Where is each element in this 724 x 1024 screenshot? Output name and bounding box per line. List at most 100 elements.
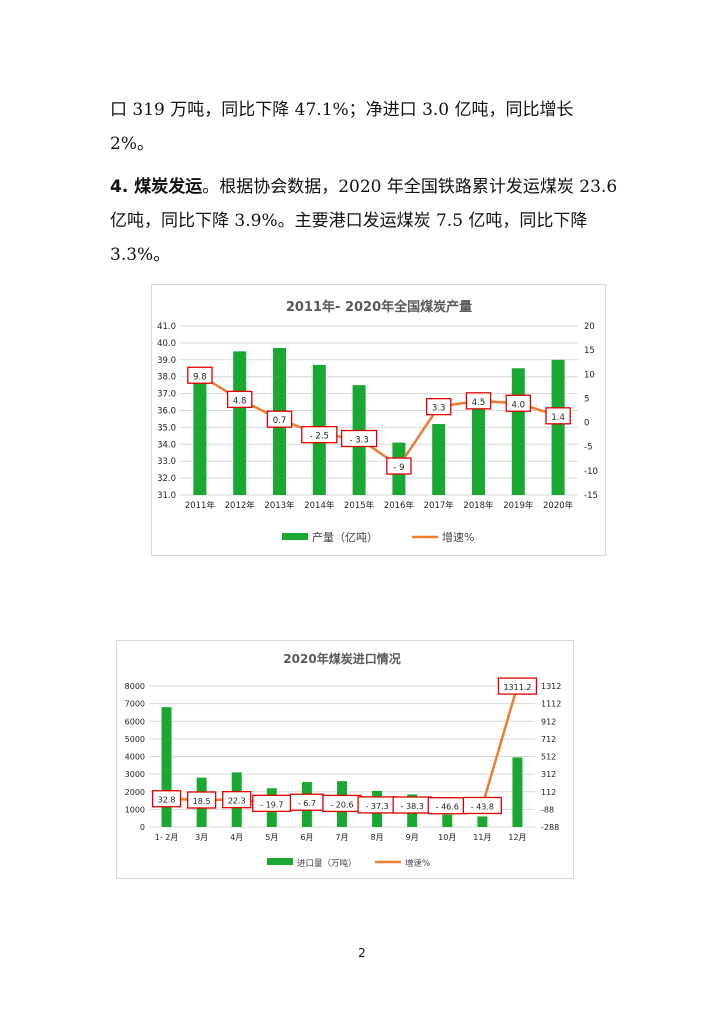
bar — [511, 368, 525, 495]
bar — [551, 359, 565, 495]
data-label: 4.8 — [233, 396, 247, 406]
bar — [512, 757, 523, 827]
y-tick-label: 38.0 — [157, 373, 176, 383]
x-tick-label: 4月 — [230, 833, 243, 842]
legend-label: 增速% — [405, 858, 430, 869]
y-tick-label: 36.0 — [157, 407, 176, 417]
page-number: 2 — [358, 946, 366, 960]
y-tick-label: 6000 — [125, 717, 145, 726]
y2-tick-label: 1312 — [541, 682, 561, 691]
y-tick-label: 35.0 — [157, 423, 176, 433]
x-tick-label: 2013年 — [264, 500, 295, 511]
x-tick-label: 7月 — [335, 833, 348, 842]
data-label: - 38.3 — [401, 802, 424, 811]
data-label-box — [465, 392, 492, 410]
y2-tick-label: 10 — [584, 370, 595, 380]
y-tick-label: 37.0 — [157, 390, 176, 400]
x-tick-label: 2015年 — [344, 500, 375, 511]
x-tick-label: 10月 — [438, 833, 456, 842]
data-label: - 9 — [393, 463, 404, 473]
x-tick-label: 2020年 — [543, 500, 574, 511]
x-tick-label: 12月 — [508, 833, 526, 842]
x-tick-label: 8月 — [371, 833, 384, 842]
data-label: - 19.7 — [260, 800, 283, 809]
y2-tick-label: -288 — [541, 823, 559, 832]
bar — [233, 351, 247, 495]
data-label: - 43.8 — [471, 802, 494, 811]
data-label: 4.0 — [512, 400, 526, 410]
x-tick-label: 2016年 — [384, 500, 415, 511]
x-tick-label: 6月 — [300, 833, 313, 842]
y-tick-label: 2000 — [125, 788, 145, 797]
x-tick-label: 2011年 — [185, 500, 216, 511]
x-tick-label: 2014年 — [304, 500, 335, 511]
y2-tick-label: 312 — [541, 770, 556, 779]
y-tick-label: 31.0 — [157, 491, 176, 501]
data-label: 4.5 — [472, 398, 486, 408]
y2-tick-label: 512 — [541, 753, 556, 762]
data-label-box — [505, 394, 532, 412]
y2-tick-label: 712 — [541, 735, 556, 744]
y2-tick-label: 0 — [584, 419, 589, 429]
data-label: 0.7 — [273, 416, 287, 426]
chart-title: 2011年- 2020年全国煤炭产量 — [286, 299, 472, 315]
data-label: 3.3 — [432, 404, 446, 414]
data-label-box — [462, 796, 503, 815]
bar — [193, 380, 207, 495]
x-tick-label: 2012年 — [225, 500, 256, 511]
bar — [477, 816, 488, 827]
x-tick-label: 2018年 — [463, 500, 494, 511]
y2-tick-label: 112 — [541, 788, 556, 797]
data-label: - 3.3 — [349, 436, 368, 446]
y2-tick-label: 1112 — [541, 700, 561, 709]
y-tick-label: 0 — [140, 823, 145, 832]
data-label-box — [545, 407, 571, 425]
x-tick-label: 5月 — [265, 833, 278, 842]
chart-title: 2020年煤炭进口情况 — [283, 651, 400, 666]
data-label: 1.4 — [551, 413, 565, 423]
y2-tick-label: -10 — [584, 467, 598, 477]
y2-tick-label: -15 — [584, 491, 598, 501]
data-label-box — [266, 410, 293, 428]
data-label: - 2.5 — [310, 432, 329, 442]
bar — [472, 396, 485, 495]
data-label-box — [186, 791, 217, 809]
y-tick-label: 34.0 — [157, 440, 176, 450]
data-label-box — [425, 397, 452, 416]
y-tick-label: 33.0 — [157, 457, 176, 467]
x-tick-label: 1- 2月 — [155, 833, 179, 842]
data-label: - 20.6 — [330, 800, 353, 809]
data-label: - 46.6 — [436, 803, 459, 812]
x-tick-label: 9月 — [406, 833, 419, 842]
bar — [161, 707, 172, 827]
y-tick-label: 41.0 — [157, 322, 176, 332]
data-label: - 37.3 — [365, 802, 388, 811]
data-label-box — [301, 425, 338, 444]
data-label: 9.8 — [193, 372, 207, 382]
data-label: 1311.2 — [503, 683, 531, 692]
data-label-box — [222, 791, 252, 809]
chart-production: 2011年- 2020年全国煤炭产量 31.0 32.0 33.0 34.0 35.0 36… — [151, 284, 606, 556]
bar — [442, 814, 453, 827]
data-label: 18.5 — [193, 797, 211, 806]
y2-tick-label: -88 — [541, 805, 554, 814]
legend-label: 产量（亿吨） — [312, 530, 378, 544]
y2-tick-label: 15 — [584, 346, 595, 356]
y-tick-label: 3000 — [125, 770, 145, 779]
x-tick-label: 2017年 — [424, 500, 455, 511]
bar — [432, 424, 446, 495]
y-tick-label: 8000 — [125, 682, 145, 691]
data-label: 22.3 — [228, 797, 246, 806]
data-label-box — [497, 677, 538, 695]
y-tick-label: 40.0 — [157, 339, 176, 349]
data-label-box — [226, 390, 253, 409]
data-label-box — [340, 429, 378, 448]
legend-swatch-bars — [267, 858, 293, 865]
data-label: 32.8 — [158, 796, 176, 805]
x-tick-label: 3月 — [195, 833, 208, 842]
chart-production-svg: 2011年- 2020年全国煤炭产量 31.0 32.0 33.0 34.0 35.0 36… — [157, 299, 598, 544]
legend-label: 增速% — [442, 530, 474, 544]
data-label-box — [151, 790, 182, 808]
legend-swatch-bars — [282, 533, 308, 540]
y2-tick-label: -5 — [584, 443, 592, 453]
